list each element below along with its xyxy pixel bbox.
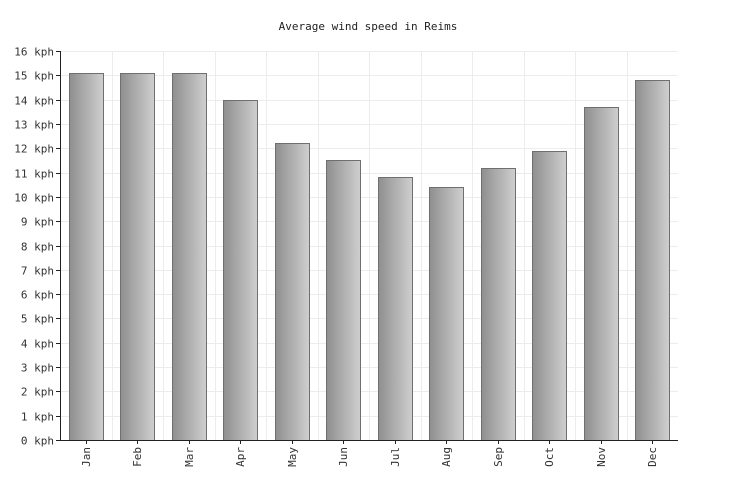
- x-tick-label: Mar: [183, 447, 196, 467]
- x-tick-label: Dec: [646, 447, 659, 467]
- bar-feb: [120, 73, 155, 441]
- x-tick-label: Aug: [440, 447, 453, 467]
- y-axis-labels: 0 kph 1 kph 2 kph 3 kph 4 kph 5 kph 6 kph 7 kph…: [14, 46, 60, 448]
- y-tick-label: 5 kph: [21, 313, 54, 326]
- y-tick-label: 3 kph: [21, 362, 54, 375]
- bar-apr: [223, 100, 258, 441]
- x-tick-label: Nov: [595, 447, 608, 467]
- x-tick-label: Feb: [131, 447, 144, 467]
- x-tick-label: May: [286, 447, 299, 467]
- y-tick-label: 9 kph: [21, 216, 54, 229]
- y-tick-label: 0 kph: [21, 435, 54, 448]
- bar-nov: [584, 107, 619, 441]
- y-tick-label: 14 kph: [14, 95, 54, 108]
- bars-layer: [69, 73, 670, 441]
- bar-may: [275, 143, 310, 441]
- y-tick-label: 16 kph: [14, 46, 54, 59]
- x-tick-label: Oct: [543, 447, 556, 467]
- y-tick-label: 1 kph: [21, 411, 54, 424]
- y-tick-label: 6 kph: [21, 289, 54, 302]
- bar-jan: [69, 73, 104, 441]
- x-tick-label: Jul: [389, 447, 402, 467]
- bar-oct: [532, 151, 567, 441]
- y-tick-label: 10 kph: [14, 192, 54, 205]
- x-tick-label: Jan: [80, 447, 93, 467]
- bar-aug: [429, 187, 464, 441]
- x-tick-label: Sep: [492, 447, 505, 467]
- bar-jun: [326, 160, 361, 441]
- bar-mar: [172, 73, 207, 441]
- bar-dec: [635, 80, 670, 441]
- chart-title: Average wind speed in Reims: [279, 20, 458, 33]
- grid-layer: [60, 51, 678, 441]
- y-tick-label: 7 kph: [21, 265, 54, 278]
- y-tick-label: 4 kph: [21, 338, 54, 351]
- y-tick-label: 11 kph: [14, 168, 54, 181]
- x-tick-label: Apr: [234, 447, 247, 467]
- y-tick-label: 15 kph: [14, 70, 54, 83]
- bar-jul: [378, 177, 413, 441]
- y-tick-label: 13 kph: [14, 119, 54, 132]
- y-tick-label: 8 kph: [21, 241, 54, 254]
- x-axis-labels: Jan Feb Mar Apr May Jun Jul Aug Sep Oct Nov Dec: [80, 440, 659, 467]
- y-tick-label: 2 kph: [21, 386, 54, 399]
- bar-sep: [481, 168, 516, 441]
- y-tick-label: 12 kph: [14, 143, 54, 156]
- x-tick-label: Jun: [337, 447, 350, 467]
